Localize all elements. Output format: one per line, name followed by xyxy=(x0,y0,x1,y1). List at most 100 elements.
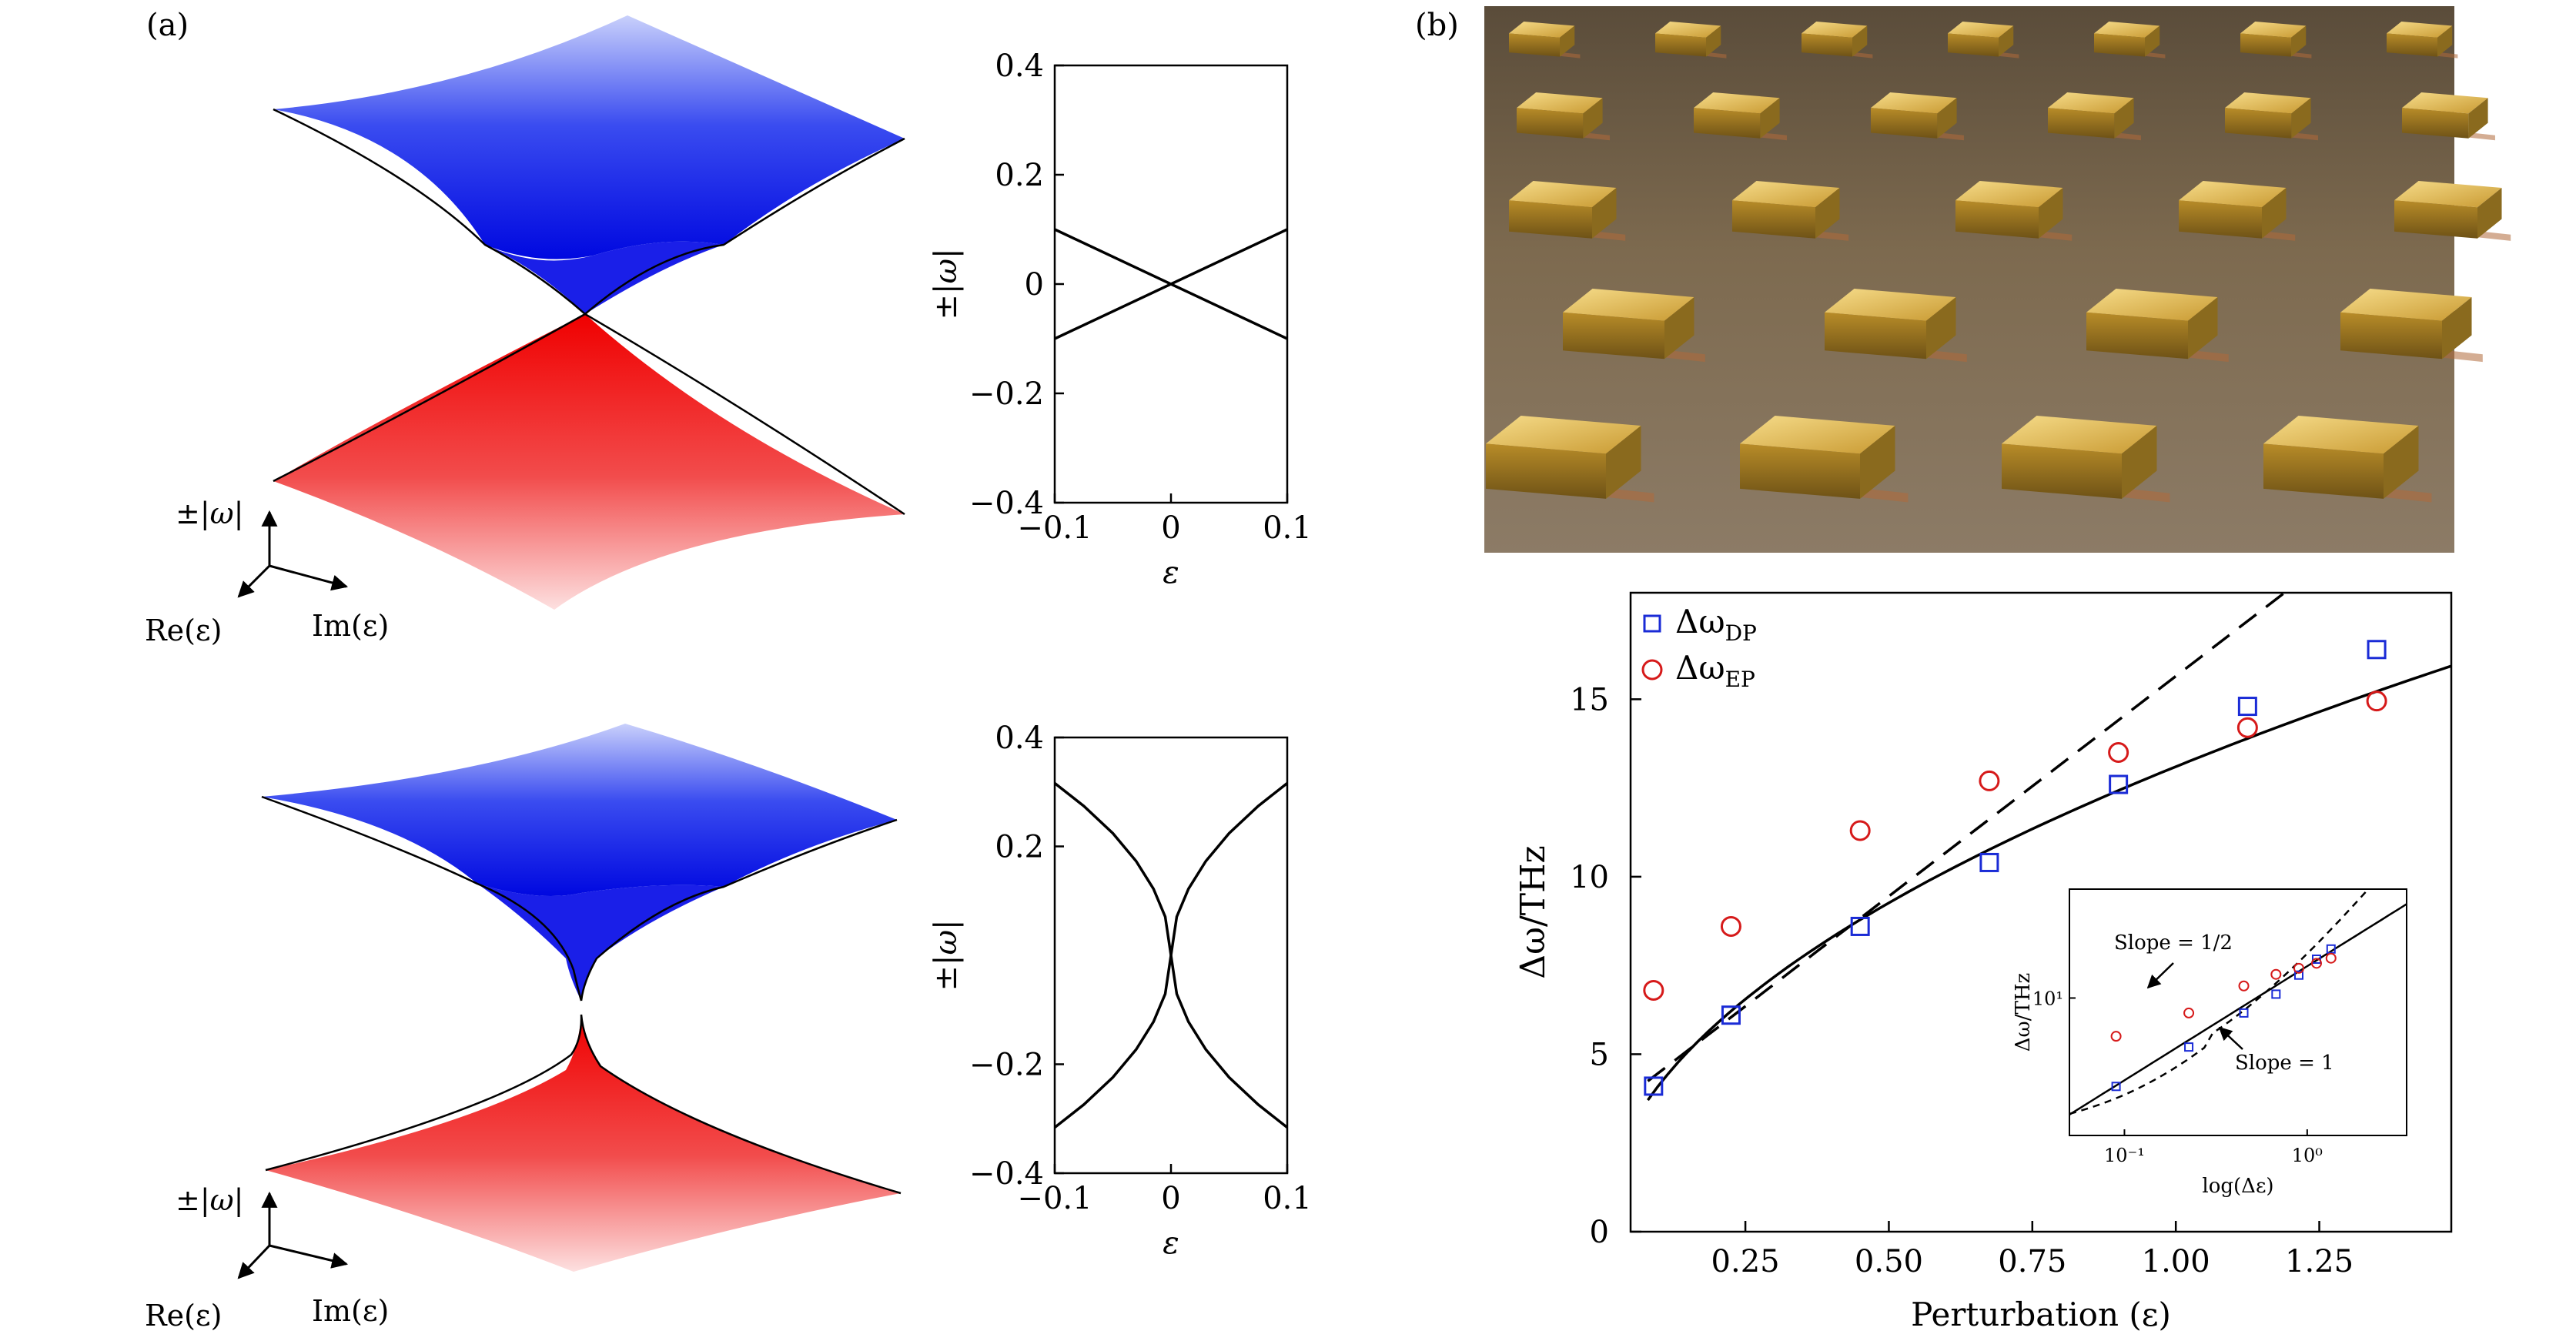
dirac-surface xyxy=(273,15,905,610)
gold-bar xyxy=(1655,22,1727,59)
x-tick-label: 0.75 xyxy=(1998,1244,2066,1279)
y-tick-label: −0.2 xyxy=(969,1048,1044,1083)
inset-y-axis-label: Δω/THz xyxy=(2012,973,2035,1052)
bar-side xyxy=(1937,98,1957,139)
gold-bar-array xyxy=(1486,22,2511,503)
bar-top xyxy=(2086,289,2218,321)
y-axis-label: ±|ω| xyxy=(928,919,964,991)
bar-front xyxy=(1732,200,1815,239)
y-tick-label: 5 xyxy=(1590,1037,1609,1072)
gold-bar xyxy=(1732,181,1849,241)
inset-dp-point xyxy=(2239,1008,2249,1018)
axis-label-im-bottom: Im(ε) xyxy=(312,1294,389,1328)
legend-label: ΔωEP xyxy=(1675,649,1755,692)
inset-dp-point xyxy=(2184,1042,2194,1052)
bar-front xyxy=(1655,33,1706,57)
plot-area xyxy=(1646,593,2451,1102)
inset-ep-point xyxy=(2293,962,2304,974)
bar-front xyxy=(1509,200,1592,239)
ep-data-point xyxy=(1979,770,2000,791)
dp-data-point xyxy=(2367,640,2387,660)
series-line xyxy=(1169,955,1289,1129)
x-tick-label: 0.1 xyxy=(1263,510,1312,546)
gold-bar xyxy=(1509,181,1626,241)
ep-sqrt-fit xyxy=(1646,664,2451,1102)
x-axis-label: Perturbation (ε) xyxy=(1911,1296,2171,1333)
inset-frame xyxy=(2069,888,2407,1136)
bar-side xyxy=(2477,188,2502,239)
bar-side xyxy=(2384,426,2419,499)
bar-side xyxy=(1860,426,1895,499)
bar-top xyxy=(1563,289,1694,321)
bar-side xyxy=(2437,25,2453,57)
bar-top xyxy=(2394,181,2502,208)
axis-label-re-bottom: Re(ε) xyxy=(145,1299,222,1333)
x-tick-label: 0.50 xyxy=(1855,1244,1923,1279)
bar-top xyxy=(1802,22,1868,38)
y-tick-label: 0 xyxy=(1025,267,1044,303)
bar-top xyxy=(2179,181,2287,208)
bar-top xyxy=(1825,289,1956,321)
series-line xyxy=(1054,228,1288,340)
bar-top xyxy=(1509,181,1617,208)
axis-label-im-top: Im(ε) xyxy=(312,609,389,643)
bar-side xyxy=(2262,188,2287,239)
dirac-cut-chart: −0.1 0 0.1 0.4 0.2 0 −0.2 −0.4 ε ±|ω| xyxy=(928,48,1312,590)
axis-label-omega-top: ±|ω| xyxy=(176,497,243,530)
gold-bar xyxy=(1802,22,1873,59)
bar-front xyxy=(1871,108,1938,139)
bar-top xyxy=(2094,22,2160,38)
bar-top xyxy=(2048,92,2134,114)
bar-front xyxy=(2387,33,2437,57)
gold-bar xyxy=(2048,92,2141,141)
series-line xyxy=(1053,782,1173,956)
panel-a-label: (a) xyxy=(146,8,189,43)
bar-side xyxy=(1852,25,1868,57)
gold-bar xyxy=(1825,289,1967,363)
gold-bar xyxy=(2387,22,2458,59)
dp-data-point xyxy=(2109,774,2129,794)
bar-front xyxy=(1517,108,1584,139)
inset-dp-point xyxy=(2293,970,2303,980)
bar-top xyxy=(2240,22,2307,38)
inset-plot: 10⁻¹ 10⁰ 10¹ log(Δε) Δω/THz Slope = 1/2 Slope … xyxy=(2012,888,2407,1198)
bar-front xyxy=(2240,33,2291,57)
gold-bar xyxy=(2179,181,2296,241)
plot-frame xyxy=(1629,591,2453,1233)
exceptional-surface xyxy=(261,724,902,1272)
bar-front xyxy=(1694,108,1761,139)
inset-y-tick-label: 10¹ xyxy=(2032,988,2063,1009)
bar-side xyxy=(1560,25,1575,57)
gold-bar xyxy=(2002,416,2170,503)
bar-front xyxy=(2179,200,2262,239)
bar-side xyxy=(2114,98,2134,139)
bar-top xyxy=(1955,181,2063,208)
bar-top xyxy=(2225,92,2311,114)
ep-lower-edge xyxy=(265,1014,902,1195)
series-line xyxy=(1053,955,1173,1129)
y-tick-label: 0.2 xyxy=(995,830,1044,865)
bar-side xyxy=(1592,188,1617,239)
bar-top xyxy=(1486,416,1641,454)
ep-upper-surface xyxy=(262,724,897,896)
bar-side xyxy=(2442,297,2472,359)
inset-ep-point xyxy=(2110,1031,2122,1042)
bar-side xyxy=(2039,188,2063,239)
bar-side xyxy=(1926,297,1956,359)
inset-x-axis-label: log(Δε) xyxy=(2202,1175,2273,1198)
ep-data-point xyxy=(1643,979,1664,1001)
dp-data-point xyxy=(1721,1005,1741,1025)
bar-top xyxy=(2263,416,2419,454)
bar-side xyxy=(1815,188,1840,239)
x-tick-label: −0.1 xyxy=(1017,510,1092,546)
inset-ep-point xyxy=(2270,968,2282,980)
series-line xyxy=(1169,782,1289,956)
y-axis-label: ±|ω| xyxy=(928,248,964,319)
inset-slope-one-line xyxy=(2069,889,2370,1115)
bar-side xyxy=(1760,98,1780,139)
bar-front xyxy=(1740,443,1860,499)
bar-side xyxy=(1664,297,1694,359)
y-axis-label: Δω/THz xyxy=(1514,845,1553,978)
inset-arrow-one xyxy=(2218,1026,2243,1050)
gold-bar xyxy=(2225,92,2318,141)
